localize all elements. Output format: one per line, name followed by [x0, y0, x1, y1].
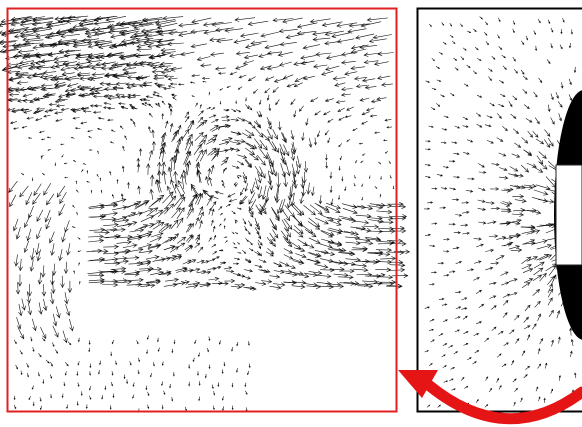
- figure: [0, 0, 582, 427]
- slot: [556, 165, 582, 265]
- page: (() => { const data = JSON.parse(documen…: [0, 0, 582, 427]
- background: [0, 0, 582, 427]
